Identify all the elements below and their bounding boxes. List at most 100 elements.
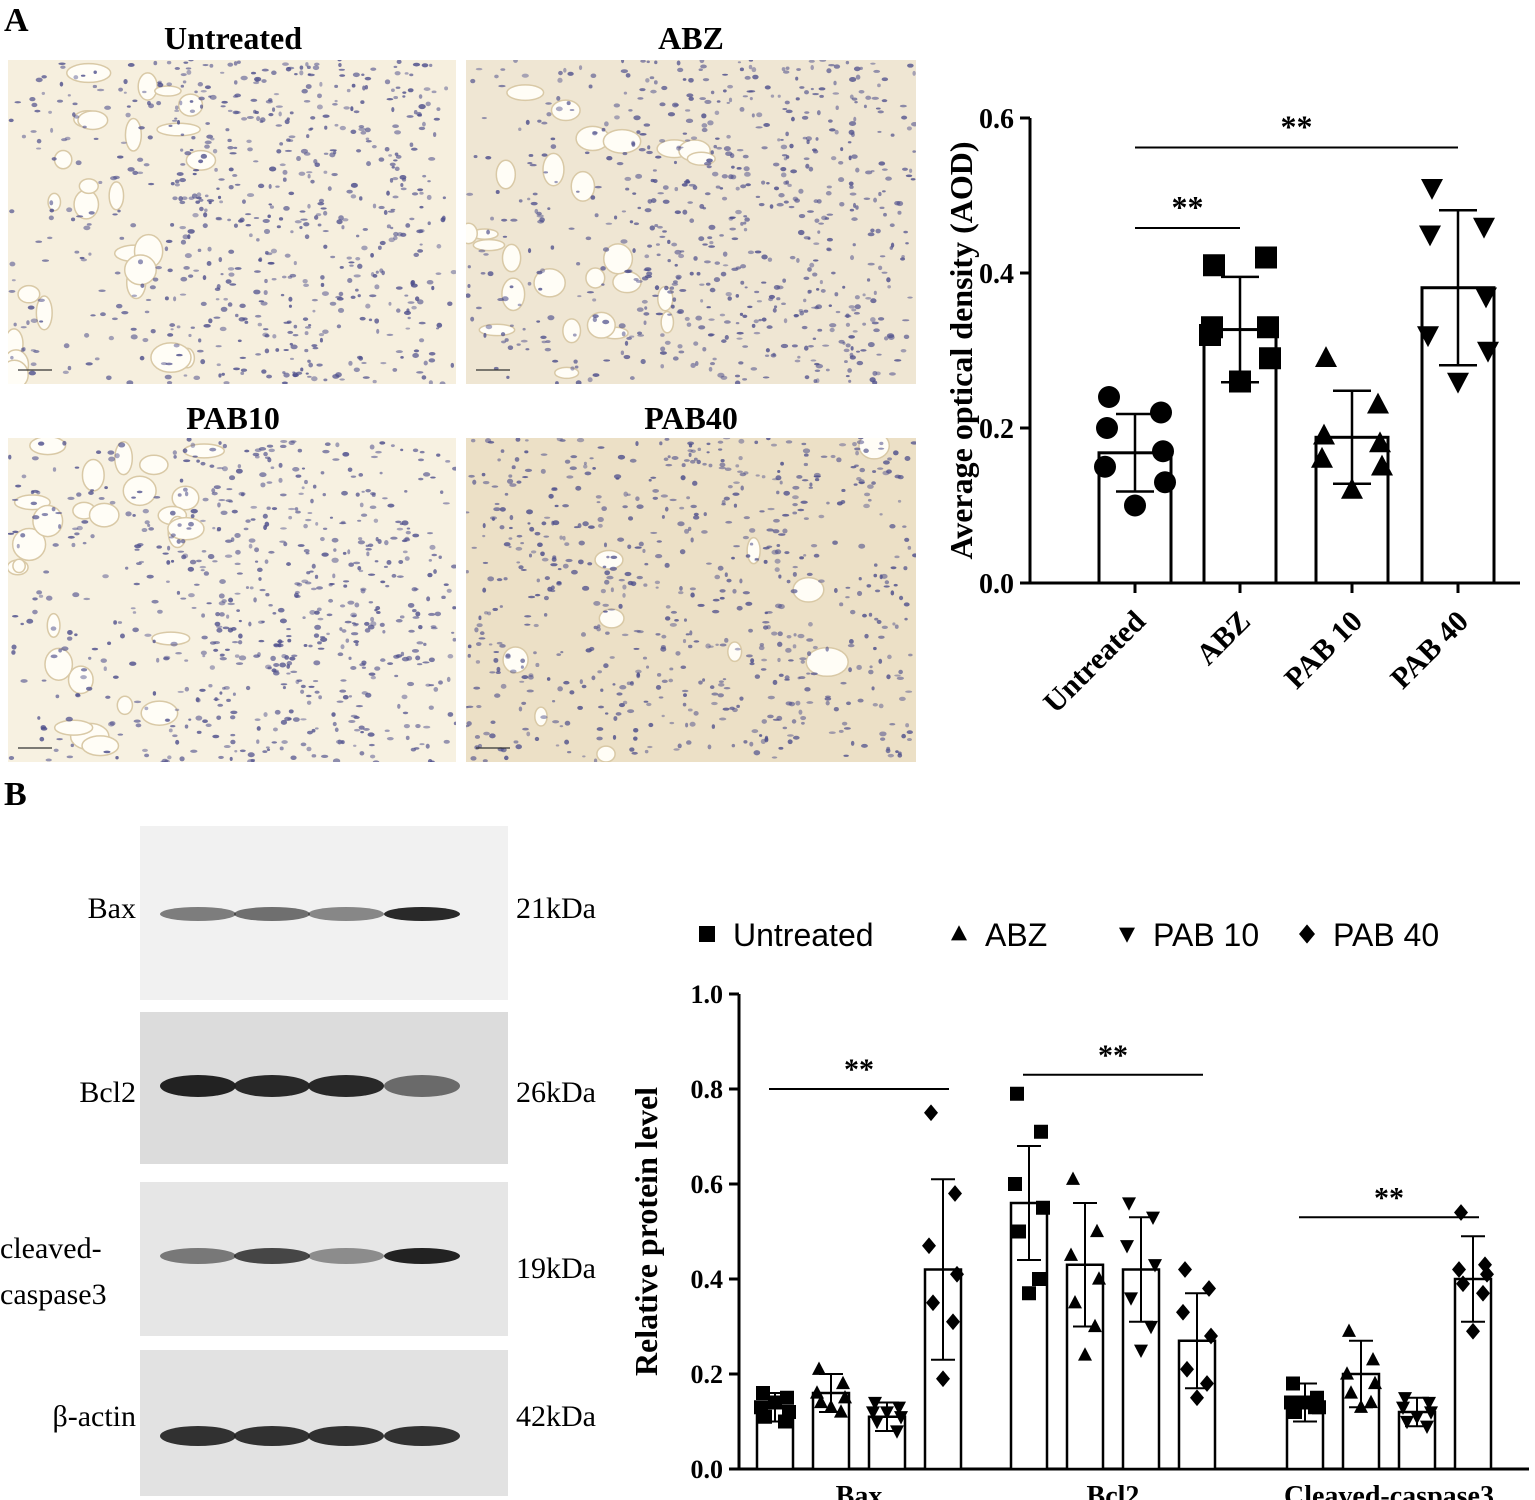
tissue-nucleus (190, 326, 195, 329)
tissue-nucleus (339, 125, 346, 131)
tissue-nucleus (552, 720, 560, 724)
tissue-nucleus (592, 298, 597, 302)
data-point (1410, 1411, 1424, 1425)
tissue-nucleus (306, 171, 313, 174)
tissue-nucleus (354, 602, 360, 608)
tissue-nucleus (206, 602, 212, 605)
tissue-nucleus (818, 514, 825, 519)
tissue-nucleus (247, 752, 255, 758)
tissue-nucleus (466, 705, 474, 708)
tissue-nucleus (199, 206, 204, 212)
tissue-nucleus (10, 355, 14, 360)
tissue-nucleus (596, 727, 604, 731)
tissue-nucleus (374, 666, 381, 671)
tissue-nucleus (612, 683, 616, 686)
tissue-nucleus (527, 248, 532, 254)
tissue-nucleus (474, 735, 481, 739)
tissue-nucleus (290, 344, 298, 350)
tissue-nucleus (248, 543, 253, 549)
data-point (1203, 254, 1225, 277)
data-point (838, 1390, 852, 1404)
tissue-nucleus (879, 513, 883, 516)
x-tick-label: ABZ (1190, 605, 1257, 672)
tissue-nucleus (690, 592, 695, 598)
tissue-nucleus (244, 320, 249, 324)
tissue-vacuole (495, 159, 517, 190)
tissue-nucleus (208, 318, 213, 324)
tissue-nucleus (355, 705, 364, 708)
tissue-nucleus (218, 755, 224, 760)
tissue-nucleus (807, 651, 812, 657)
tissue-nucleus (551, 557, 557, 562)
tissue-nucleus (80, 668, 88, 672)
tissue-nucleus (314, 574, 319, 579)
tissue-nucleus (834, 129, 839, 135)
tissue-nucleus (812, 272, 818, 277)
tissue-nucleus (735, 186, 740, 191)
tissue-nucleus (878, 265, 883, 271)
tissue-nucleus (530, 201, 538, 206)
tissue-nucleus (195, 715, 203, 721)
data-point (1124, 1292, 1138, 1306)
tissue-nucleus (188, 60, 194, 62)
tissue-nucleus (152, 691, 157, 696)
tissue-nucleus (230, 733, 236, 737)
tissue-nucleus (428, 684, 435, 687)
tissue-nucleus (412, 352, 419, 358)
tissue-nucleus (710, 90, 715, 95)
tissue-nucleus (853, 66, 861, 72)
tissue-nucleus (499, 605, 503, 608)
tissue-nucleus (152, 277, 159, 282)
tissue-nucleus (245, 519, 251, 523)
tissue-nucleus (254, 547, 260, 553)
tissue-nucleus (792, 511, 798, 515)
tissue-nucleus (226, 698, 231, 703)
tissue-nucleus (62, 440, 67, 446)
tissue-nucleus (240, 371, 245, 376)
tissue-nucleus (177, 690, 184, 693)
tissue-nucleus (734, 380, 741, 384)
tissue-nucleus (232, 95, 239, 98)
tissue-nucleus (299, 70, 304, 76)
tissue-nucleus (317, 641, 322, 645)
tissue-nucleus (279, 618, 287, 624)
tissue-nucleus (740, 485, 744, 491)
tissue-nucleus (288, 139, 294, 143)
tissue-nucleus (835, 310, 841, 314)
tissue-nucleus (886, 674, 891, 680)
tissue-nucleus (642, 548, 646, 554)
tissue-nucleus (90, 314, 96, 317)
tissue-nucleus (613, 474, 622, 479)
tissue-nucleus (352, 72, 360, 78)
tissue-nucleus (233, 146, 238, 150)
blot-band (384, 907, 460, 921)
tissue-nucleus (301, 486, 305, 490)
tissue-vacuole (151, 631, 191, 646)
tissue-nucleus (774, 549, 782, 555)
tissue-nucleus (546, 677, 551, 681)
tissue-nucleus (380, 658, 386, 662)
tissue-nucleus (856, 476, 862, 481)
tissue-nucleus (180, 539, 186, 544)
tissue-vacuole (478, 323, 516, 337)
tissue-nucleus (850, 346, 854, 351)
tissue-nucleus (873, 646, 877, 651)
data-point (1344, 1385, 1358, 1399)
tissue-nucleus (723, 496, 730, 501)
tissue-nucleus (717, 693, 724, 698)
tissue-nucleus (361, 490, 365, 493)
blot-band (384, 1426, 460, 1446)
tissue-nucleus (228, 272, 235, 277)
tissue-nucleus (743, 740, 748, 744)
tissue-nucleus (368, 318, 373, 322)
tissue-nucleus (130, 223, 137, 228)
tissue-nucleus (272, 611, 277, 615)
tissue-nucleus (392, 367, 398, 372)
tissue-nucleus (877, 130, 882, 133)
tissue-nucleus (66, 207, 73, 213)
tissue-nucleus (676, 60, 681, 66)
tissue-nucleus (418, 321, 426, 325)
tissue-nucleus (41, 91, 46, 95)
tissue-nucleus (199, 104, 204, 109)
tissue-nucleus (743, 227, 748, 232)
